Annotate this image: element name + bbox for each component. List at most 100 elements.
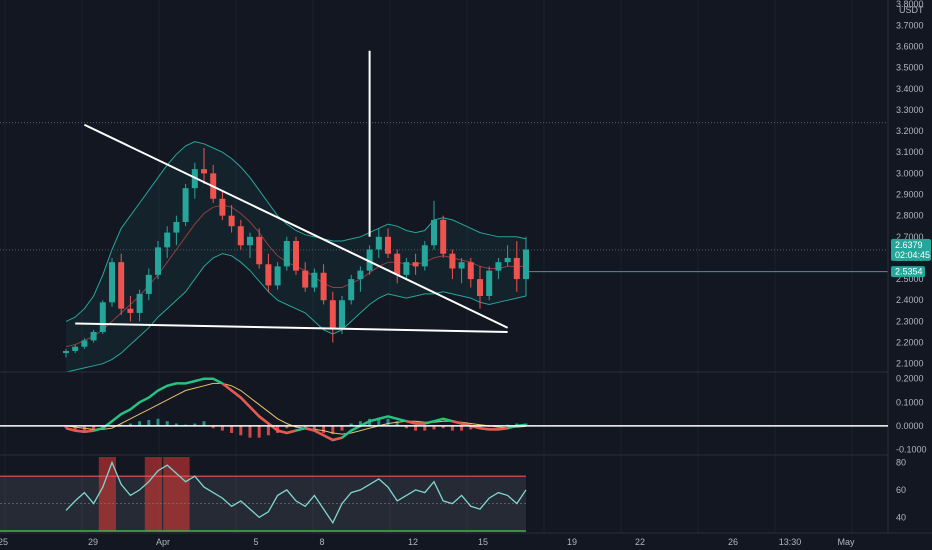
- macd-histogram-bar: [193, 423, 197, 426]
- price-panel[interactable]: [0, 50, 888, 373]
- macd-histogram-bar: [349, 423, 353, 426]
- macd-line-bearish-segment: [304, 427, 315, 432]
- macd-line-bearish-segment: [479, 426, 490, 431]
- time-tick-label: May: [837, 537, 855, 547]
- candle-body: [256, 236, 263, 265]
- candle-body: [99, 302, 106, 332]
- macd-tick-label: -0.1000: [896, 444, 927, 454]
- candle-body: [385, 236, 391, 254]
- candle-body: [477, 279, 483, 296]
- bollinger-lower-line: [65, 253, 527, 373]
- macd-histogram-bar: [386, 418, 390, 426]
- price-tick-label: 3.3000: [896, 105, 924, 115]
- rsi-panel[interactable]: 80 60 40: [0, 457, 906, 532]
- time-tick-label: 15: [478, 537, 488, 547]
- macd-histogram-bar: [202, 421, 206, 426]
- macd-histogram-bar: [450, 425, 454, 431]
- candle-body: [440, 219, 447, 254]
- candle-body: [118, 262, 125, 309]
- hline-price-tag: 2.5354: [891, 266, 925, 278]
- macd-histogram-bar: [340, 425, 344, 431]
- candle-body: [431, 219, 437, 246]
- candle-body: [265, 264, 272, 286]
- candle-body: [155, 247, 161, 275]
- time-tick-label: Apr: [156, 537, 170, 547]
- time-tick-label: 12: [408, 537, 418, 547]
- rsi-overbought-zone: [98, 457, 116, 531]
- candle-body: [63, 350, 69, 354]
- time-tick-label: 19: [567, 537, 577, 547]
- time-tick-label: 26: [728, 537, 738, 547]
- candle-body: [145, 274, 152, 294]
- candle-body: [293, 241, 299, 271]
- candle-body: [237, 226, 244, 246]
- macd-line-bearish-segment: [498, 426, 508, 431]
- macd-histogram-bar: [469, 425, 473, 430]
- rsi-tick-label: 40: [896, 512, 906, 522]
- candle-body: [320, 272, 327, 301]
- macd-histogram-bar: [248, 425, 252, 438]
- candle-body: [247, 236, 253, 246]
- candle-body: [329, 300, 336, 328]
- price-tick-label: 2.3000: [896, 316, 924, 326]
- macd-panel[interactable]: 0.2000 0.1000 0.0000 -0.1000: [0, 374, 927, 455]
- macd-histogram-bar: [395, 421, 399, 426]
- rsi-line: [65, 460, 527, 525]
- time-tick-label: 5: [253, 537, 258, 547]
- macd-histogram-bar: [92, 425, 96, 431]
- macd-histogram-bar: [156, 418, 160, 426]
- candle-body: [513, 257, 520, 280]
- price-tick-label: 3.8000: [896, 0, 924, 9]
- macd-histogram-bar: [128, 423, 132, 426]
- candle-body: [109, 262, 115, 303]
- price-tick-label: 3.0000: [896, 168, 924, 178]
- macd-histogram-bar: [331, 425, 335, 435]
- candle-body: [311, 272, 318, 288]
- time-tick-label: 8: [319, 537, 324, 547]
- current-price-tag-box: [891, 238, 931, 261]
- hline-price-value: 2.5354: [895, 267, 923, 277]
- price-tick-label: 3.5000: [896, 63, 924, 73]
- current-price-tag: 2.6379 02:04:45: [891, 238, 931, 261]
- macd-histogram-bar: [165, 421, 169, 426]
- trendline[interactable]: [83, 123, 509, 329]
- trendlines[interactable]: [75, 50, 509, 333]
- price-axis[interactable]: USDT 3.8000 3.7000 3.6000 3.5000 3.4000 3.300…: [891, 0, 931, 369]
- candle-body: [219, 198, 226, 216]
- candle-body: [283, 241, 290, 267]
- price-tick-label: 2.1000: [896, 359, 924, 369]
- macd-histogram-bar: [460, 425, 464, 431]
- rsi-tick-label: 80: [896, 457, 906, 467]
- price-tick-label: 3.2000: [896, 126, 924, 136]
- macd-line-bearish-segment: [75, 429, 85, 434]
- macd-histogram-bar: [239, 425, 243, 436]
- macd-histogram-bar: [358, 421, 362, 426]
- current-price-value: 2.6379: [895, 240, 923, 250]
- macd-tick-label: 0.0000: [896, 421, 924, 431]
- macd-histogram-bar: [220, 425, 224, 431]
- macd-line-bearish-segment: [323, 434, 334, 442]
- macd-line-bearish-segment: [230, 389, 242, 399]
- macd-histogram-bar: [414, 425, 418, 431]
- macd-histogram-bar: [312, 425, 316, 431]
- bollinger-upper-line: [65, 141, 527, 322]
- trendline[interactable]: [75, 322, 508, 333]
- price-tick-label: 2.9000: [896, 190, 924, 200]
- macd-histogram-bar: [404, 425, 408, 429]
- price-tick-label: 3.7000: [896, 20, 924, 30]
- price-tick-label: 2.4000: [896, 295, 924, 305]
- candle-body: [90, 331, 97, 341]
- candle-body: [394, 253, 401, 275]
- candle-countdown: 02:04:45: [895, 250, 930, 260]
- time-axis[interactable]: 25 29 Apr 5 8 12 15 19 22 26 13:30 May: [0, 537, 855, 547]
- candle-body: [81, 340, 88, 347]
- rsi-overbought-zones: [98, 457, 190, 531]
- price-tick-label: 2.5000: [896, 274, 924, 284]
- candle-body: [164, 232, 171, 248]
- candle-body: [458, 262, 465, 269]
- price-tick-label: 3.1000: [896, 147, 924, 157]
- time-tick-label: 29: [88, 537, 98, 547]
- macd-histogram-bar: [423, 425, 427, 431]
- candle-body: [504, 257, 511, 263]
